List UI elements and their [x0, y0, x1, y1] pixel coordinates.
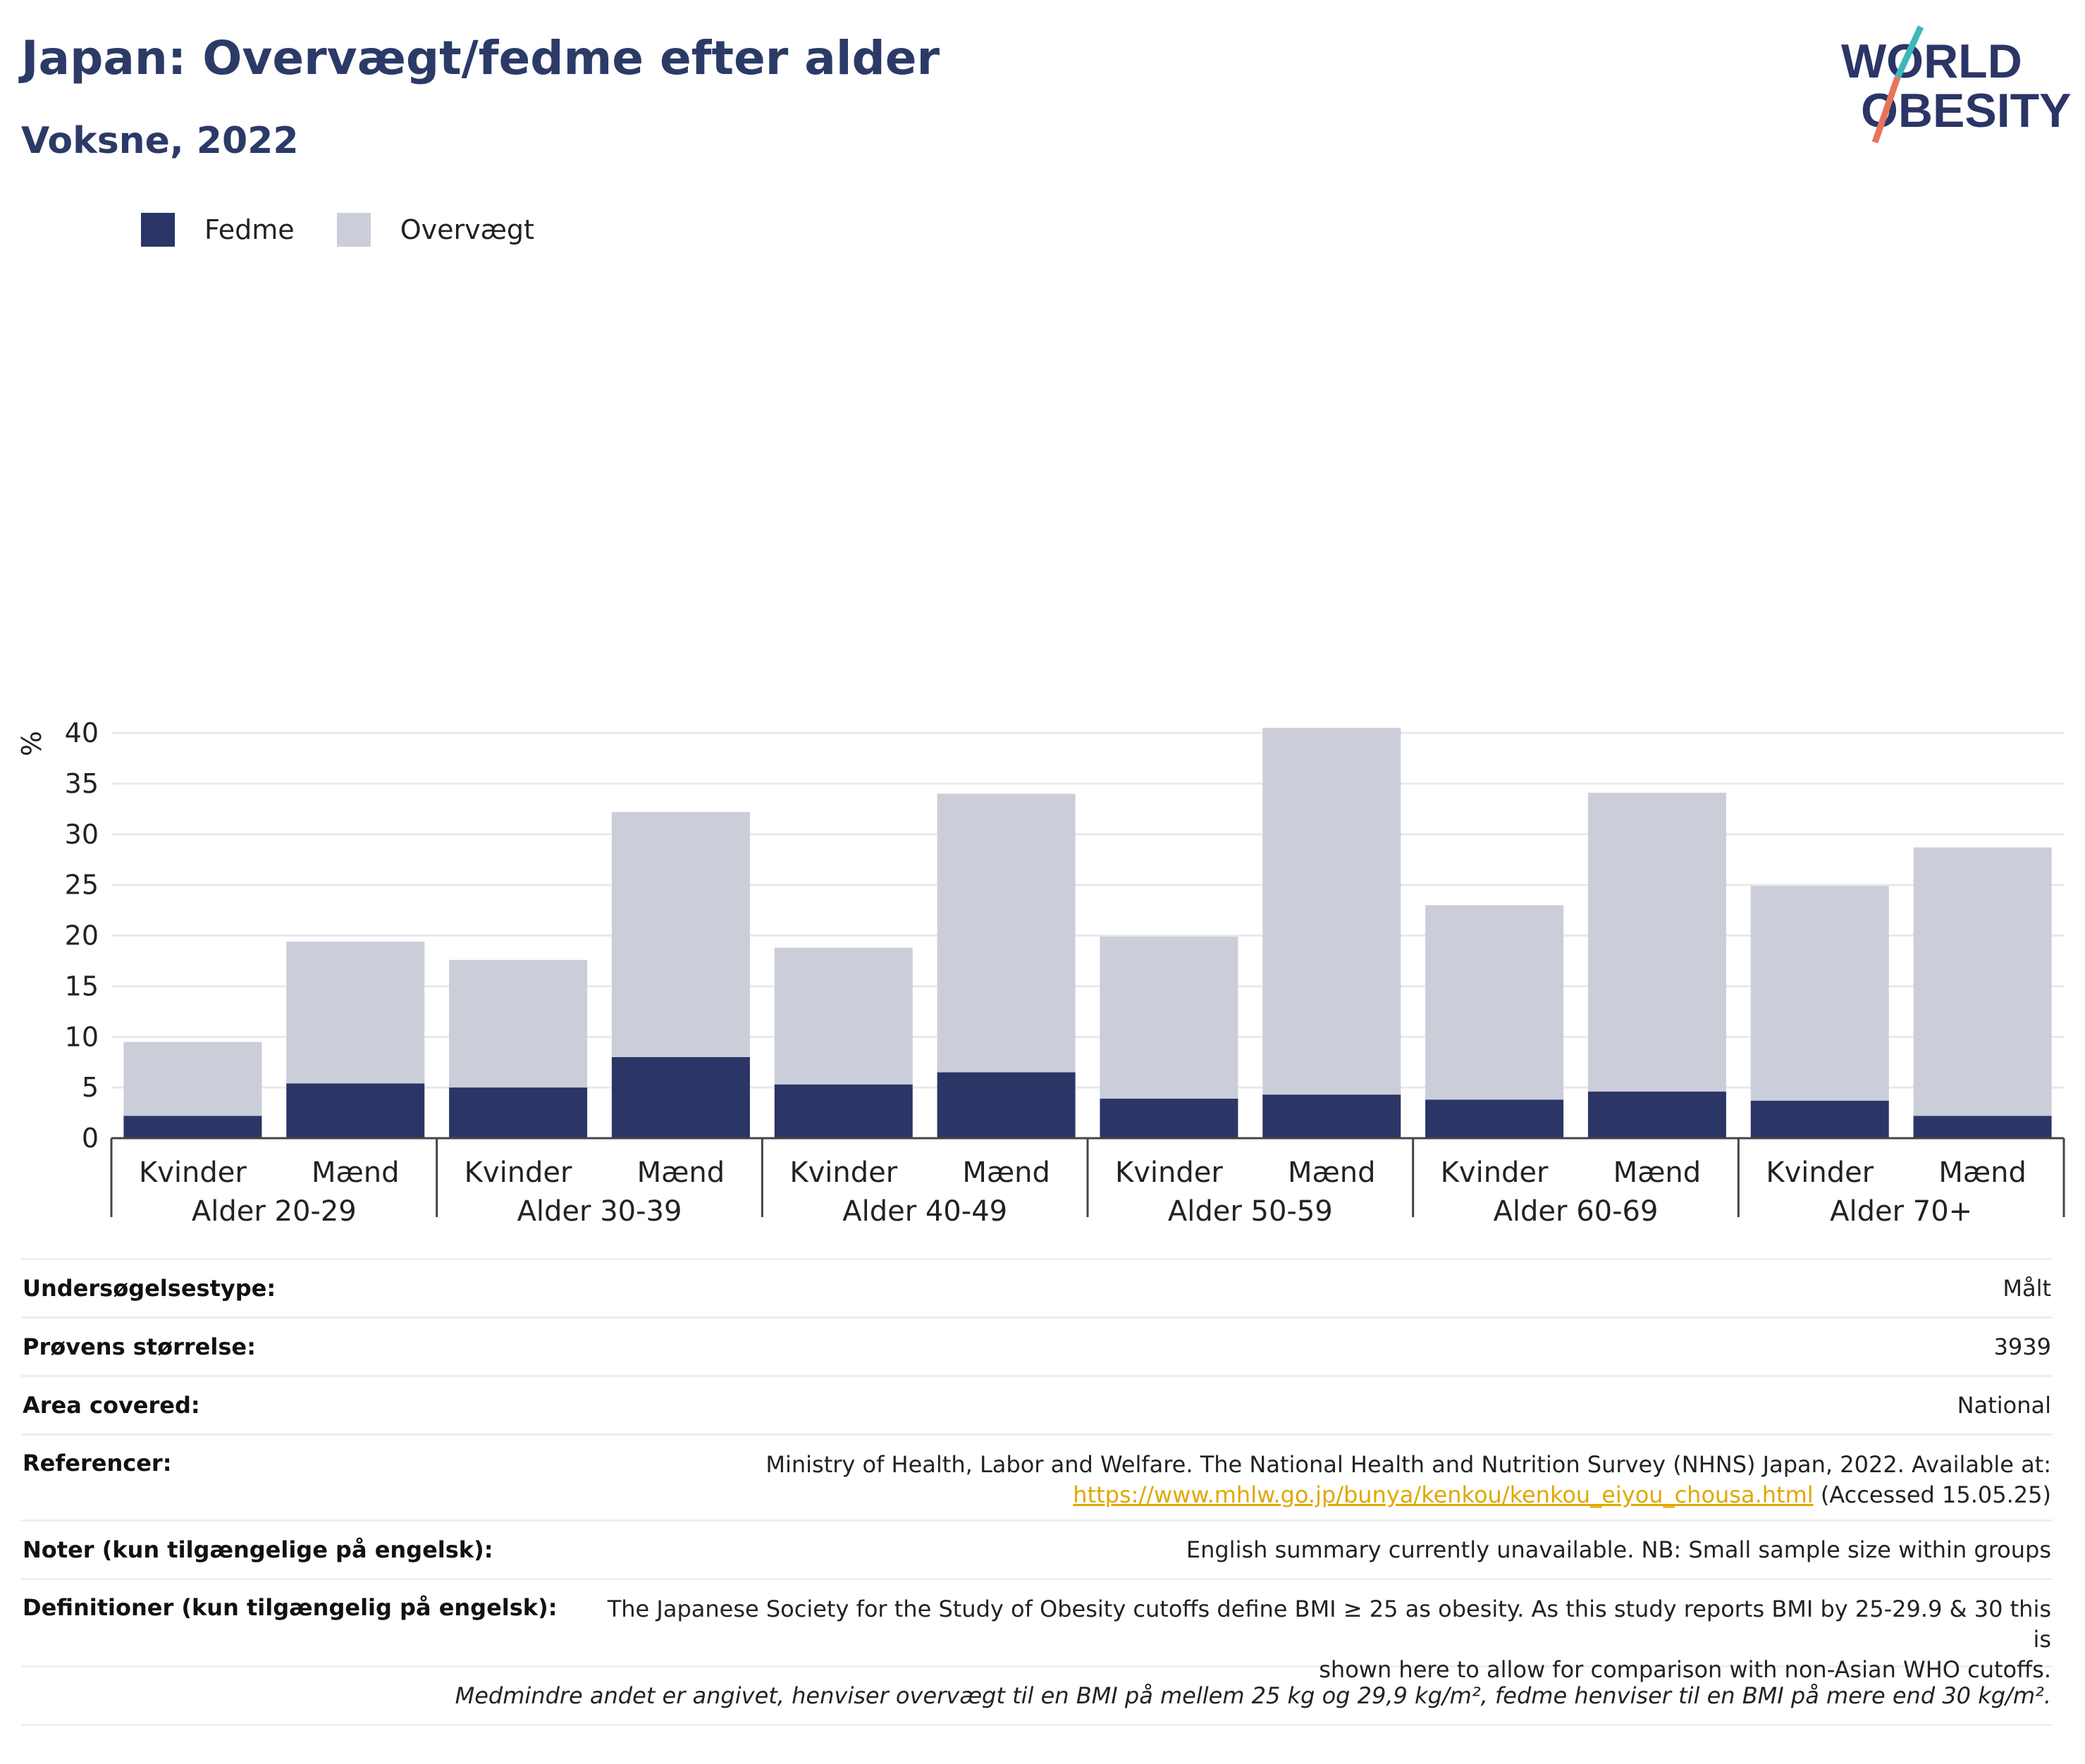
x-tick-label-sex: Mænd	[1613, 1157, 1702, 1189]
y-tick-label: 10	[65, 1021, 99, 1052]
bar-fedme[interactable]	[286, 1083, 425, 1138]
x-tick-label-sex: Kvinder	[1115, 1157, 1223, 1189]
chart-subtitle: Voksne, 2022	[21, 120, 299, 162]
info-row-survey-type: Undersøgelsestype: Målt	[21, 1258, 2053, 1316]
chart-legend: Fedme Overvægt	[141, 209, 577, 251]
info-row-area-covered: Area covered: National	[21, 1375, 2053, 1433]
y-tick-label: 20	[65, 920, 99, 951]
bar-fedme[interactable]	[1587, 1091, 1726, 1138]
bar-fedme[interactable]	[123, 1116, 262, 1138]
bar-overvaegt[interactable]	[123, 1042, 262, 1116]
info-value: National	[1957, 1391, 2051, 1419]
y-tick-label: 40	[65, 717, 99, 748]
info-key: Noter (kun tilgængelige på engelsk):	[23, 1536, 493, 1563]
legend-label-overvaegt: Overvægt	[400, 214, 534, 245]
x-group-label: Alder 60-69	[1494, 1195, 1659, 1228]
bar-overvaegt[interactable]	[1425, 905, 1564, 1100]
bar-fedme[interactable]	[1913, 1116, 2052, 1138]
info-value: 3939	[1993, 1333, 2051, 1360]
y-tick-label: 30	[65, 819, 99, 850]
axes: 0 5 10 15 20 25 30 35 40 Kvinder Mænd Kvinder Mænd Kv…	[65, 717, 2065, 1228]
legend-swatch-fedme	[141, 213, 175, 247]
y-tick-label: 25	[65, 870, 99, 901]
info-bottom-divider	[21, 1724, 2053, 1726]
info-row-footnote: Medmindre andet er angivet, henviser ove…	[21, 1665, 2053, 1724]
y-axis-label: %	[16, 731, 47, 756]
x-tick-label-sex: Mænd	[637, 1157, 725, 1189]
bar-overvaegt[interactable]	[1587, 792, 1726, 1092]
info-key: Area covered:	[23, 1392, 200, 1419]
x-group-label: Alder 40-49	[842, 1195, 1007, 1228]
x-tick-label-sex: Kvinder	[1766, 1157, 1874, 1189]
world-obesity-logo: WORLD OBESITY	[1841, 25, 2072, 144]
bar-fedme[interactable]	[611, 1057, 750, 1138]
legend-item-fedme[interactable]: Fedme	[141, 213, 295, 247]
info-row-sample-size: Prøvens størrelse: 3939	[21, 1316, 2053, 1375]
bar-overvaegt[interactable]	[286, 942, 425, 1084]
bar-overvaegt[interactable]	[1262, 727, 1401, 1095]
bar-fedme[interactable]	[774, 1084, 913, 1138]
reference-link[interactable]: https://www.mhlw.go.jp/bunya/kenkou/kenk…	[1073, 1481, 1814, 1508]
bar-overvaegt[interactable]	[449, 960, 588, 1088]
x-group-label: Alder 20-29	[192, 1195, 357, 1228]
x-group-label: Alder 30-39	[517, 1195, 682, 1228]
reference-accessed: (Accessed 15.05.25)	[1820, 1481, 2051, 1508]
stacked-bar-chart: 0 5 10 15 20 25 30 35 40 Kvinder Mænd Kvinder Mænd Kv…	[16, 717, 2065, 1228]
grid-lines	[111, 732, 2064, 1089]
bar-overvaegt[interactable]	[1100, 936, 1238, 1099]
survey-info-table: Undersøgelsestype: Målt Prøvens størrels…	[21, 1258, 2053, 1726]
bar-overvaegt[interactable]	[774, 947, 913, 1085]
x-tick-label-sex: Kvinder	[1441, 1157, 1549, 1189]
bar-fedme[interactable]	[1425, 1099, 1564, 1138]
bar-fedme[interactable]	[1100, 1098, 1238, 1138]
svg-text:OBESITY: OBESITY	[1861, 84, 2072, 137]
info-row-definitions: Definitioner (kun tilgængelig på engelsk…	[21, 1578, 2053, 1683]
info-row-references: Referencer: Ministry of Health, Labor an…	[21, 1433, 2053, 1519]
bar-overvaegt[interactable]	[937, 794, 1076, 1073]
definition-line-1: The Japanese Society for the Study of Ob…	[607, 1596, 2051, 1653]
bar-fedme[interactable]	[1262, 1094, 1401, 1138]
bar-overvaegt[interactable]	[611, 812, 750, 1057]
bar-overvaegt[interactable]	[1913, 847, 2052, 1116]
chart-title: Japan: Overvægt/fedme efter alder	[21, 31, 940, 85]
info-value: English summary currently unavailable. N…	[1186, 1536, 2051, 1563]
x-tick-label-sex: Kvinder	[139, 1157, 247, 1189]
x-tick-label-sex: Mænd	[1288, 1157, 1376, 1189]
x-tick-label-sex: Mænd	[312, 1157, 400, 1189]
info-key: Prøvens størrelse:	[23, 1333, 256, 1360]
info-value: Målt	[2003, 1274, 2051, 1302]
info-key: Definitioner (kun tilgængelig på engelsk…	[23, 1594, 558, 1621]
y-tick-label: 35	[65, 768, 99, 799]
x-tick-label-sex: Mænd	[1938, 1157, 2026, 1189]
bar-fedme[interactable]	[1750, 1100, 1889, 1138]
x-group-label: Alder 70+	[1830, 1195, 1972, 1228]
legend-swatch-overvaegt	[336, 213, 371, 247]
y-tick-label: 0	[82, 1123, 99, 1154]
legend-label-fedme: Fedme	[204, 214, 295, 245]
y-tick-label: 15	[65, 970, 99, 1001]
reference-text: Ministry of Health, Labor and Welfare. T…	[765, 1451, 2051, 1478]
x-tick-label-sex: Kvinder	[465, 1157, 572, 1189]
bar-overvaegt[interactable]	[1750, 886, 1889, 1101]
bars	[123, 727, 2052, 1138]
info-key: Referencer:	[23, 1450, 172, 1476]
svg-text:WORLD: WORLD	[1841, 35, 2022, 88]
x-group-label: Alder 50-59	[1168, 1195, 1333, 1228]
x-tick-label-sex: Mænd	[962, 1157, 1050, 1189]
info-value: Ministry of Health, Labor and Welfare. T…	[765, 1450, 2051, 1519]
bar-fedme[interactable]	[937, 1072, 1076, 1138]
legend-item-overvaegt[interactable]: Overvægt	[336, 213, 534, 247]
bar-fedme[interactable]	[449, 1087, 588, 1138]
x-tick-label-sex: Kvinder	[789, 1157, 897, 1189]
definition-line-2: shown here to allow for comparison with …	[1319, 1656, 2051, 1683]
footnote-text: Medmindre andet er angivet, henviser ove…	[455, 1682, 2051, 1709]
info-key: Undersøgelsestype:	[23, 1275, 276, 1302]
info-row-notes: Noter (kun tilgængelige på engelsk): Eng…	[21, 1519, 2053, 1578]
y-tick-label: 5	[82, 1072, 99, 1103]
info-value: The Japanese Society for the Study of Ob…	[586, 1594, 2051, 1683]
